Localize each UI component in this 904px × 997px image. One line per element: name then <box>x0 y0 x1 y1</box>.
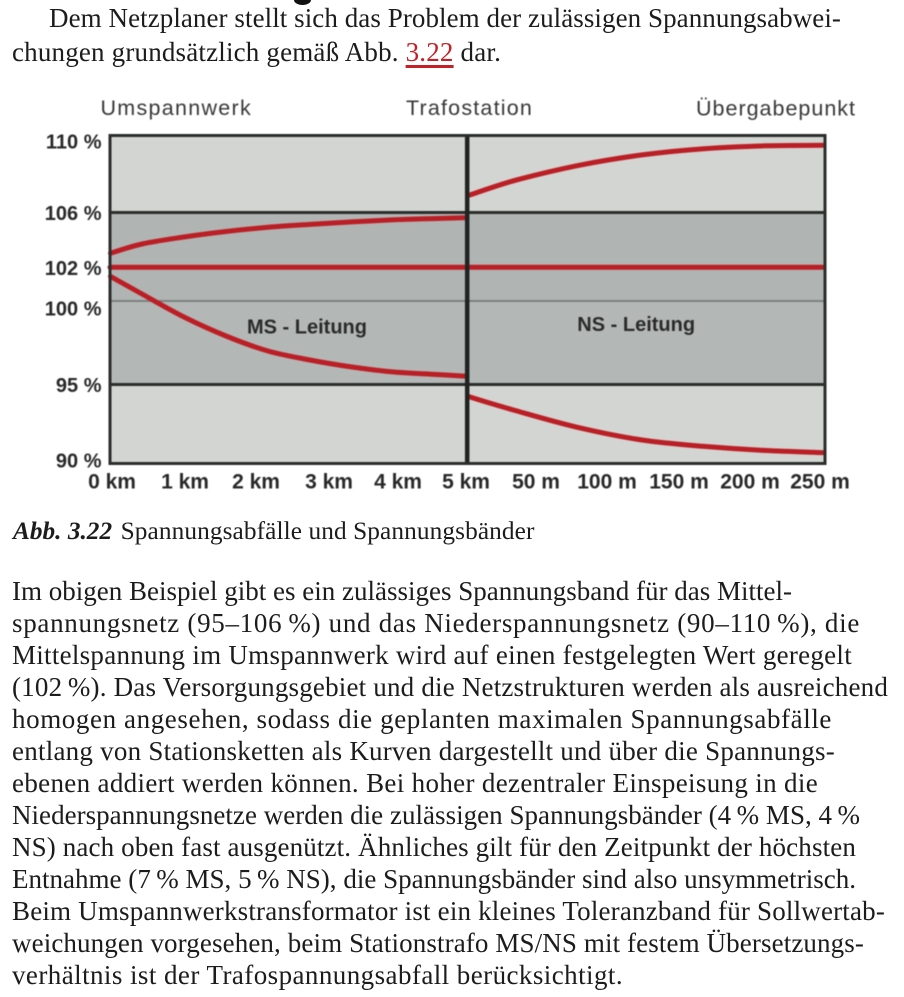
svg-text:106 %: 106 % <box>45 203 102 225</box>
svg-text:Trafostation: Trafostation <box>406 96 533 120</box>
svg-text:95 %: 95 % <box>56 375 102 397</box>
svg-text:0 km: 0 km <box>88 471 136 494</box>
svg-text:100 %: 100 % <box>45 298 102 320</box>
svg-text:Umspannwerk: Umspannwerk <box>101 96 253 120</box>
svg-text:150 m: 150 m <box>649 471 709 494</box>
svg-text:90 %: 90 % <box>56 450 102 472</box>
svg-text:MS - Leitung: MS - Leitung <box>247 316 367 338</box>
svg-text:NS - Leitung: NS - Leitung <box>577 314 695 336</box>
svg-text:250 m: 250 m <box>790 471 850 494</box>
svg-text:4 km: 4 km <box>374 471 422 494</box>
svg-text:1 km: 1 km <box>161 471 209 494</box>
svg-text:3 km: 3 km <box>305 471 353 494</box>
svg-text:50 m: 50 m <box>512 471 560 494</box>
svg-text:200 m: 200 m <box>720 471 780 494</box>
svg-text:100 m: 100 m <box>577 471 637 494</box>
svg-text:2 km: 2 km <box>232 471 280 494</box>
svg-text:110 %: 110 % <box>46 131 102 153</box>
svg-text:Übergabepunkt: Übergabepunkt <box>696 97 856 121</box>
svg-text:102 %: 102 % <box>45 258 102 280</box>
svg-text:5 km: 5 km <box>442 471 490 494</box>
